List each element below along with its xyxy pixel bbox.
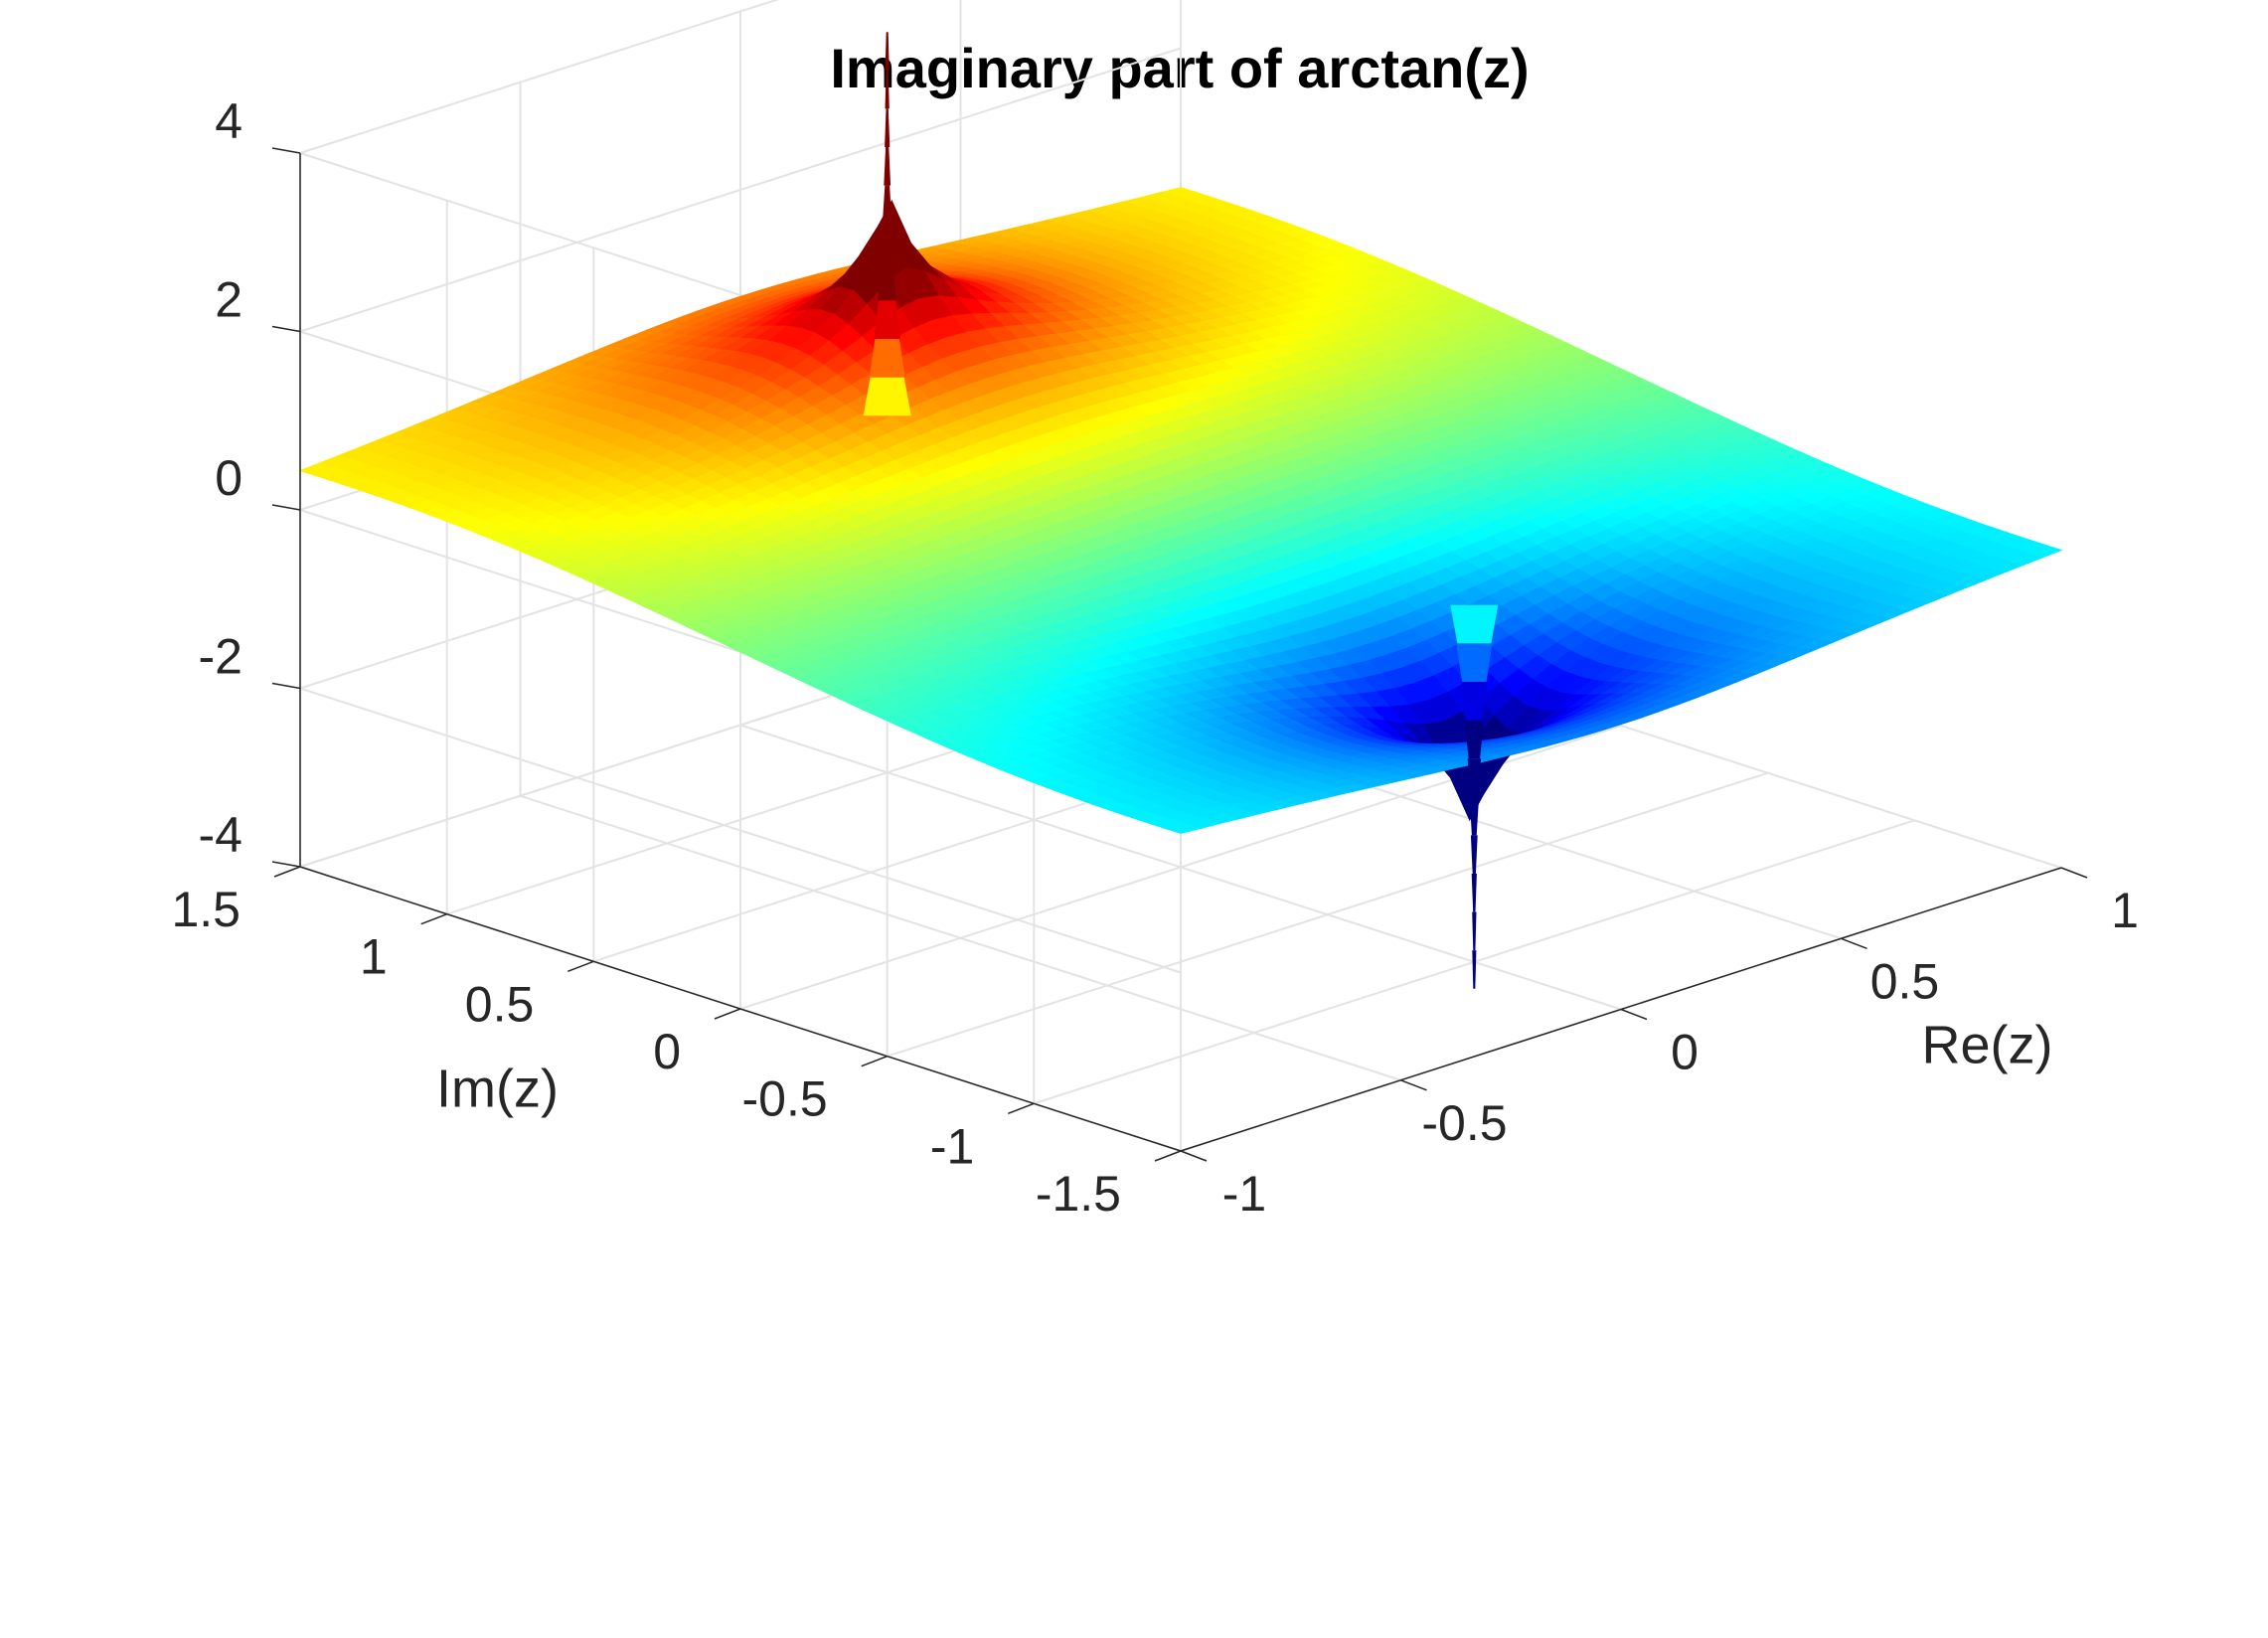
singularity-spike [1467, 758, 1482, 797]
z-tick-mark [271, 325, 301, 333]
y-tick-mark [1008, 1102, 1035, 1115]
z-tick-mark [271, 147, 301, 154]
x-tick-label: -0.5 [1421, 1095, 1507, 1151]
y-tick-mark [273, 866, 301, 878]
y-tick-label: 1.5 [171, 882, 241, 937]
singularity-spike [863, 377, 911, 416]
y-tick-mark [1154, 1150, 1182, 1162]
singularity-spike [1472, 950, 1477, 989]
x-tick-label: 0 [1671, 1025, 1699, 1080]
y-tick-mark [714, 1008, 741, 1020]
surface-patch [1165, 823, 1203, 834]
z-tick-label: -4 [199, 807, 243, 863]
singularity-spike [1469, 796, 1480, 836]
x-tick-mark [1400, 1079, 1427, 1091]
grid-line [887, 771, 1769, 1058]
x-tick-mark [2060, 867, 2088, 879]
singularity-spike [880, 224, 894, 262]
y-tick-label: 0.5 [465, 976, 535, 1032]
z-tick-label: 2 [215, 272, 243, 328]
singularity-spike [884, 147, 891, 186]
singularity-spike [1456, 643, 1493, 682]
grid-line [299, 0, 780, 154]
z-tick-mark [271, 682, 301, 690]
y-tick-mark [420, 913, 447, 925]
surface [298, 32, 2063, 989]
grid-line [299, 687, 1182, 974]
y-tick-label: -1 [930, 1118, 974, 1174]
singularity-spike [874, 300, 900, 339]
z-tick-mark [271, 504, 301, 511]
y-tick-mark [861, 1055, 888, 1067]
singularity-spike [885, 70, 890, 109]
z-tick-mark [271, 861, 301, 868]
singularity-spike [1461, 682, 1488, 721]
z-tick-label: 4 [215, 93, 243, 149]
singularity-spike [869, 339, 905, 378]
x-tick-label: -1 [1222, 1166, 1266, 1222]
singularity-spike [1472, 911, 1477, 951]
singularity-spike [878, 261, 897, 301]
singularity-spike [1470, 835, 1478, 874]
x-axis-label: Re(z) [1922, 1015, 2053, 1074]
grid-line [299, 47, 1182, 333]
singularity-spike [1450, 604, 1499, 644]
z-tick-label: -2 [199, 629, 243, 685]
y-tick-label: 1 [360, 929, 388, 985]
singularity-spike [885, 32, 890, 71]
x-tick-label: 0.5 [1870, 953, 1940, 1009]
singularity-spike [1471, 874, 1477, 912]
z-tick-label: 0 [215, 450, 243, 506]
singularity-spike [1464, 720, 1484, 759]
singularity-spike [882, 185, 892, 225]
y-tick-label: -0.5 [742, 1071, 828, 1127]
y-axis-label: Im(z) [436, 1060, 559, 1119]
tick-labels: -1 -0.5 0 0.5 1 -1.5 -1 -0.5 0 0.5 1 1.5 -4 -2 0 2 4 [171, 93, 2138, 1222]
x-tick-mark [1180, 1150, 1208, 1162]
y-tick-label: 0 [653, 1024, 681, 1079]
x-tick-mark [1841, 937, 1867, 949]
x-tick-label: 1 [2111, 883, 2139, 938]
x-tick-mark [1620, 1008, 1648, 1021]
y-tick-label: -1.5 [1036, 1166, 1121, 1222]
y-tick-mark [567, 960, 594, 972]
singularity-spike [885, 108, 891, 147]
